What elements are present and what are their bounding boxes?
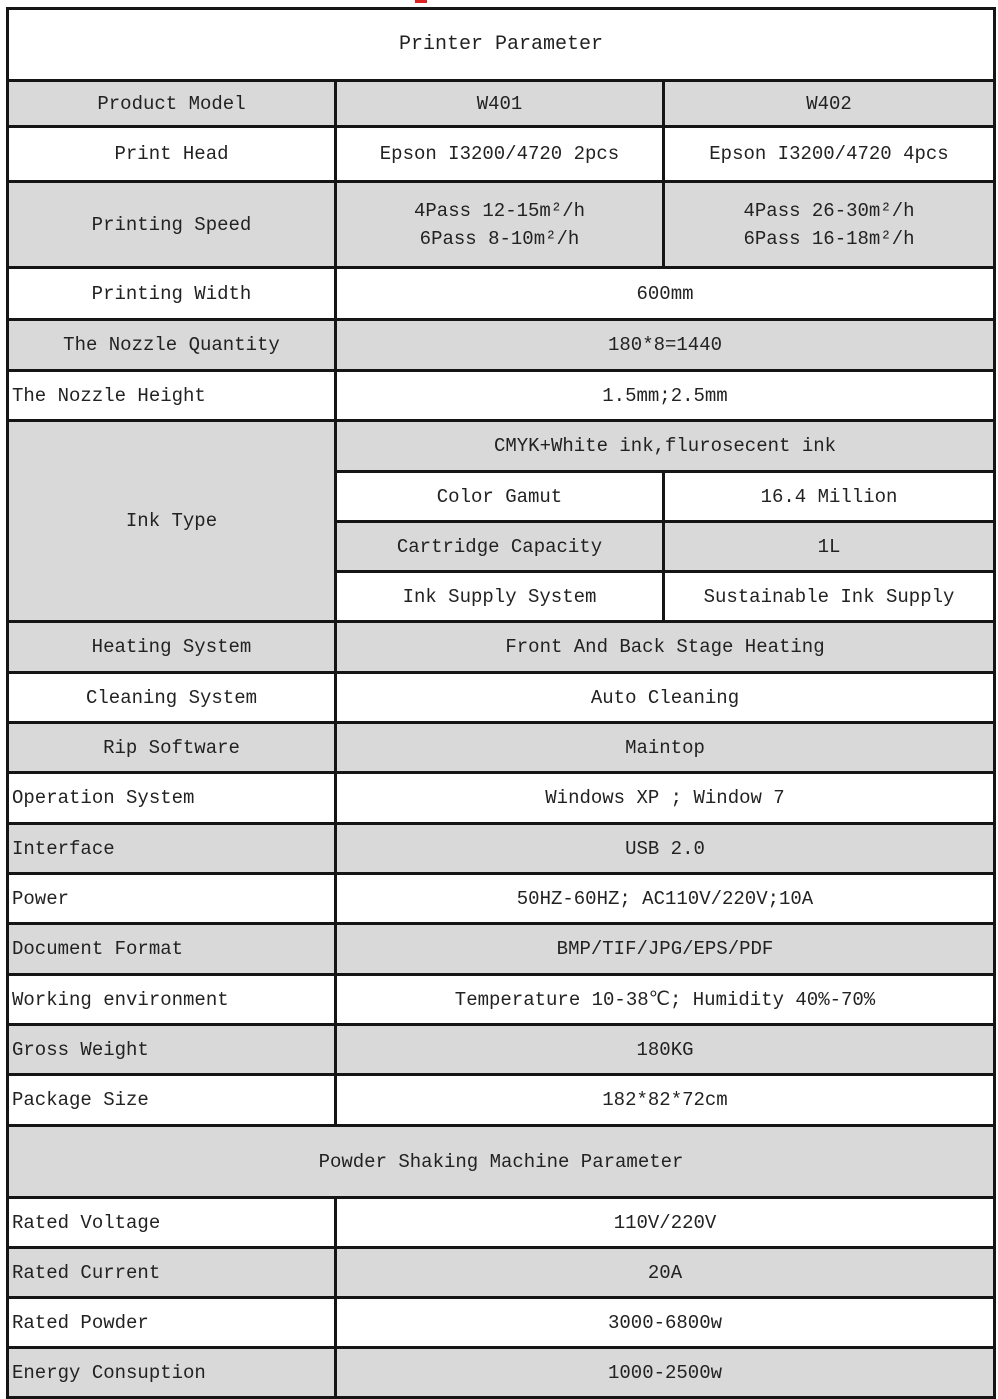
- speed-line: 4Pass 26-30m²/h: [743, 199, 915, 222]
- sub-value: Sustainable Ink Supply: [662, 570, 996, 623]
- table-title: Printer Parameter: [6, 7, 996, 82]
- ink-types: CMYK+White ink,flurosecent ink: [334, 419, 996, 473]
- row-label: Interface: [6, 822, 337, 875]
- row-label: Printing Width: [6, 266, 337, 321]
- row-value: Epson I3200/4720 2pcs: [334, 125, 665, 183]
- row-value: Epson I3200/4720 4pcs: [662, 125, 996, 183]
- row-label: Rated Voltage: [6, 1196, 337, 1249]
- row-value: 600mm: [334, 266, 996, 321]
- speed-line: 6Pass 8-10m²/h: [419, 227, 580, 250]
- speed-line: 6Pass 16-18m²/h: [743, 227, 915, 250]
- sub-label: Ink Supply System: [334, 570, 665, 623]
- row-value: 180KG: [334, 1023, 996, 1076]
- model-w401: W401: [334, 79, 665, 128]
- row-value: 180*8=1440: [334, 318, 996, 372]
- row-label: The Nozzle Height: [6, 369, 337, 422]
- row-label: Operation System: [6, 771, 337, 825]
- speed-w402: 4Pass 26-30m²/h 6Pass 16-18m²/h: [662, 180, 996, 269]
- row-label: Document Format: [6, 922, 337, 976]
- row-value: Front And Back Stage Heating: [334, 620, 996, 674]
- row-value: 182*82*72cm: [334, 1073, 996, 1127]
- row-value: 3000-6800w: [334, 1296, 996, 1349]
- row-label: Rated Powder: [6, 1296, 337, 1349]
- row-label: Cleaning System: [6, 671, 337, 724]
- ink-type-label: Ink Type: [6, 419, 337, 623]
- row-label: Rated Current: [6, 1246, 337, 1299]
- row-value: Auto Cleaning: [334, 671, 996, 724]
- row-value: Temperature 10-38℃; Humidity 40%-70%: [334, 973, 996, 1026]
- sub-label: Cartridge Capacity: [334, 520, 665, 573]
- row-label: Print Head: [6, 125, 337, 183]
- model-w402: W402: [662, 79, 996, 128]
- row-label: Printing Speed: [6, 180, 337, 269]
- speed-w401: 4Pass 12-15m²/h 6Pass 8-10m²/h: [334, 180, 665, 269]
- row-value: 1000-2500w: [334, 1346, 996, 1399]
- row-label: Product Model: [6, 79, 337, 128]
- row-value: Windows XP ; Window 7: [334, 771, 996, 825]
- row-label: Energy Consuption: [6, 1346, 337, 1399]
- powder-title: Powder Shaking Machine Parameter: [6, 1124, 996, 1199]
- row-value: USB 2.0: [334, 822, 996, 875]
- sub-label: Color Gamut: [334, 470, 665, 523]
- row-value: BMP/TIF/JPG/EPS/PDF: [334, 922, 996, 976]
- spec-table: Printer Parameter Product Model W401 W40…: [6, 7, 996, 1399]
- row-value: 110V/220V: [334, 1196, 996, 1249]
- row-label: Power: [6, 872, 337, 925]
- row-label: Package Size: [6, 1073, 337, 1127]
- row-value: 20A: [334, 1246, 996, 1299]
- row-label: Gross Weight: [6, 1023, 337, 1076]
- speed-line: 4Pass 12-15m²/h: [413, 199, 586, 222]
- row-value: Maintop: [334, 721, 996, 774]
- row-label: Working environment: [6, 973, 337, 1026]
- row-value: 50HZ-60HZ; AC110V/220V;10A: [334, 872, 996, 925]
- row-label: Rip Software: [6, 721, 337, 774]
- row-label: Heating System: [6, 620, 337, 674]
- row-label: The Nozzle Quantity: [6, 318, 337, 372]
- sub-value: 1L: [662, 520, 996, 573]
- red-mark: [415, 0, 427, 3]
- sub-value: 16.4 Million: [662, 470, 996, 523]
- row-value: 1.5mm;2.5mm: [334, 369, 996, 422]
